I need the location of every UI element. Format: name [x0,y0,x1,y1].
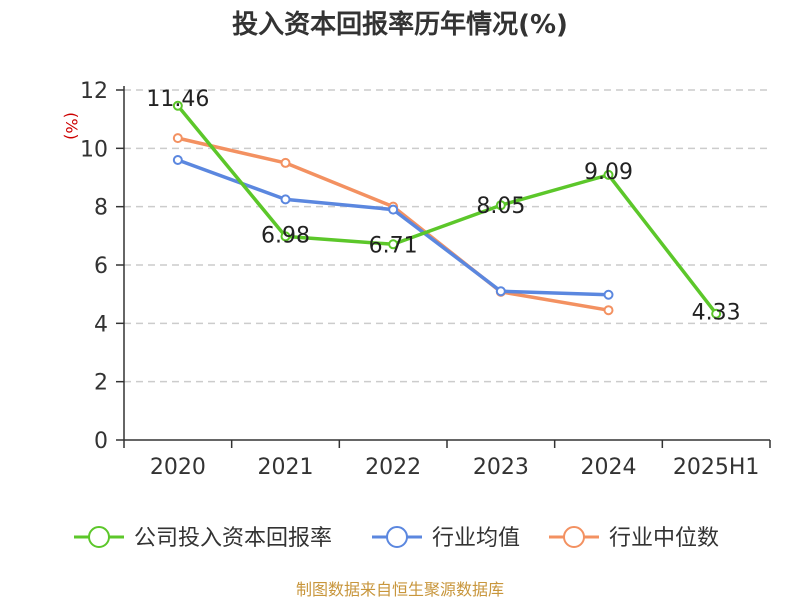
data-point [603,289,614,300]
data-point [603,305,614,316]
data-point [603,169,614,180]
data-label: 6.98 [261,223,310,248]
x-tick-labels: 2020 2021 2022 2023 2024 2025H1 [150,455,760,480]
data-point [172,133,183,144]
y-tick-labels: 0 2 4 6 8 10 12 [80,79,108,454]
legend-swatch-marker [386,526,408,548]
legend-label: 行业均值 [432,526,520,551]
legend-swatch-marker [88,526,110,548]
source-note: 制图数据来自恒生聚源数据库 [296,580,504,599]
legend[interactable]: 公司投入资本回报率 行业均值 行业中位数 [74,526,719,551]
legend-item-0[interactable]: 公司投入资本回报率 [74,526,332,551]
y-tick-label: 2 [94,371,108,396]
x-tick-label: 2024 [581,455,637,480]
data-point [280,157,291,168]
series-1 [172,155,614,300]
data-label: 8.05 [476,194,525,219]
series-line [176,104,718,315]
y-tick-label: 8 [94,196,108,221]
x-tick-label: 2025H1 [673,455,760,480]
data-labels: 11.46 6.98 6.71 8.05 9.09 4.33 [146,87,740,326]
legend-label: 公司投入资本回报率 [134,526,332,551]
y-tick-label: 12 [80,79,108,104]
data-point [388,204,399,215]
x-tick-label: 2021 [258,455,314,480]
data-point [495,286,506,297]
y-tick-label: 4 [94,312,108,337]
legend-item-1[interactable]: 行业均值 [372,526,520,551]
series-lines [172,100,722,319]
data-point [280,231,291,242]
x-tick-label: 2020 [150,455,206,480]
series-0 [172,100,722,319]
series-line [177,158,609,297]
data-point [172,155,183,165]
x-tick-label: 2023 [473,455,529,480]
data-point [711,308,722,319]
data-label: 11.46 [146,87,209,112]
data-point [172,100,183,111]
y-tick-label: 0 [94,429,108,454]
y-axis-label: (%) [62,112,81,140]
data-point [280,194,291,205]
series-2 [172,133,614,316]
series-line [177,136,609,312]
data-label: 6.71 [369,233,418,258]
data-label: 4.33 [692,301,741,326]
legend-swatch-marker [563,526,585,548]
data-point [495,200,506,211]
data-label: 9.09 [584,160,633,185]
x-tick-label: 2022 [365,455,421,480]
grid-lines [124,89,770,383]
legend-item-2[interactable]: 行业中位数 [549,526,719,551]
legend-label: 行业中位数 [609,526,719,551]
chart-title: 投入资本回报率历年情况(%) [232,9,568,40]
y-tick-label: 10 [80,137,108,162]
axes [116,86,771,448]
data-point [388,239,399,250]
y-tick-label: 6 [94,254,108,279]
